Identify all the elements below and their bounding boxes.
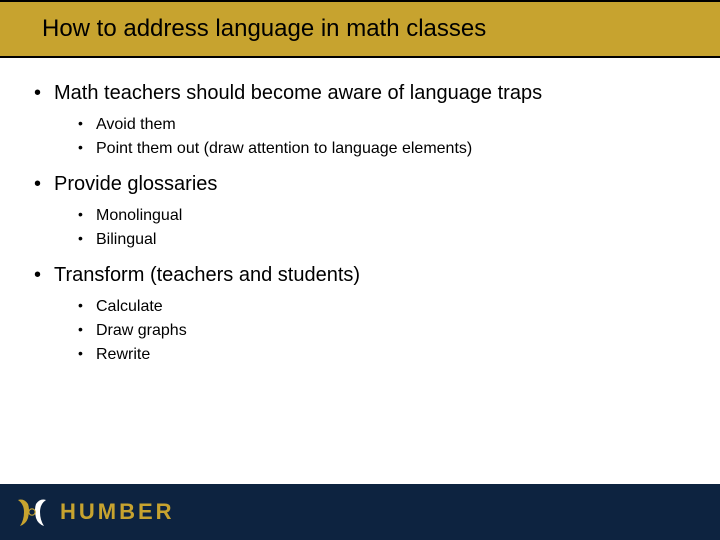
content-area: Math teachers should become aware of lan… [0,58,720,367]
list-item-text: Monolingual [96,207,182,224]
list-item: Provide glossaries Monolingual Bilingual [28,171,692,252]
sub-list: Avoid them Point them out (draw attentio… [54,113,692,161]
list-item-text: Rewrite [96,346,150,363]
list-item: Point them out (draw attention to langua… [54,137,692,161]
list-item: Rewrite [54,343,692,367]
list-item: Avoid them [54,113,692,137]
slide-title: How to address language in math classes [42,15,486,43]
bullet-list: Math teachers should become aware of lan… [28,80,692,367]
sub-list: Calculate Draw graphs Rewrite [54,295,692,367]
list-item: Calculate [54,295,692,319]
list-item-text: Point them out (draw attention to langua… [96,140,472,157]
humber-hawk-icon [14,494,50,530]
list-item: Transform (teachers and students) Calcul… [28,262,692,367]
list-item: Math teachers should become aware of lan… [28,80,692,161]
list-item: Draw graphs [54,319,692,343]
list-item-text: Draw graphs [96,322,187,339]
brand-logo: HUMBER [14,494,175,530]
list-item-text: Transform (teachers and students) [54,264,360,286]
list-item-text: Avoid them [96,116,176,133]
list-item-text: Calculate [96,298,163,315]
footer-bar: HUMBER [0,484,720,540]
list-item: Bilingual [54,228,692,252]
title-band: How to address language in math classes [0,0,720,58]
list-item: Monolingual [54,204,692,228]
list-item-text: Provide glossaries [54,173,217,195]
sub-list: Monolingual Bilingual [54,204,692,252]
list-item-text: Bilingual [96,231,156,248]
list-item-text: Math teachers should become aware of lan… [54,82,542,104]
brand-name: HUMBER [60,499,175,525]
